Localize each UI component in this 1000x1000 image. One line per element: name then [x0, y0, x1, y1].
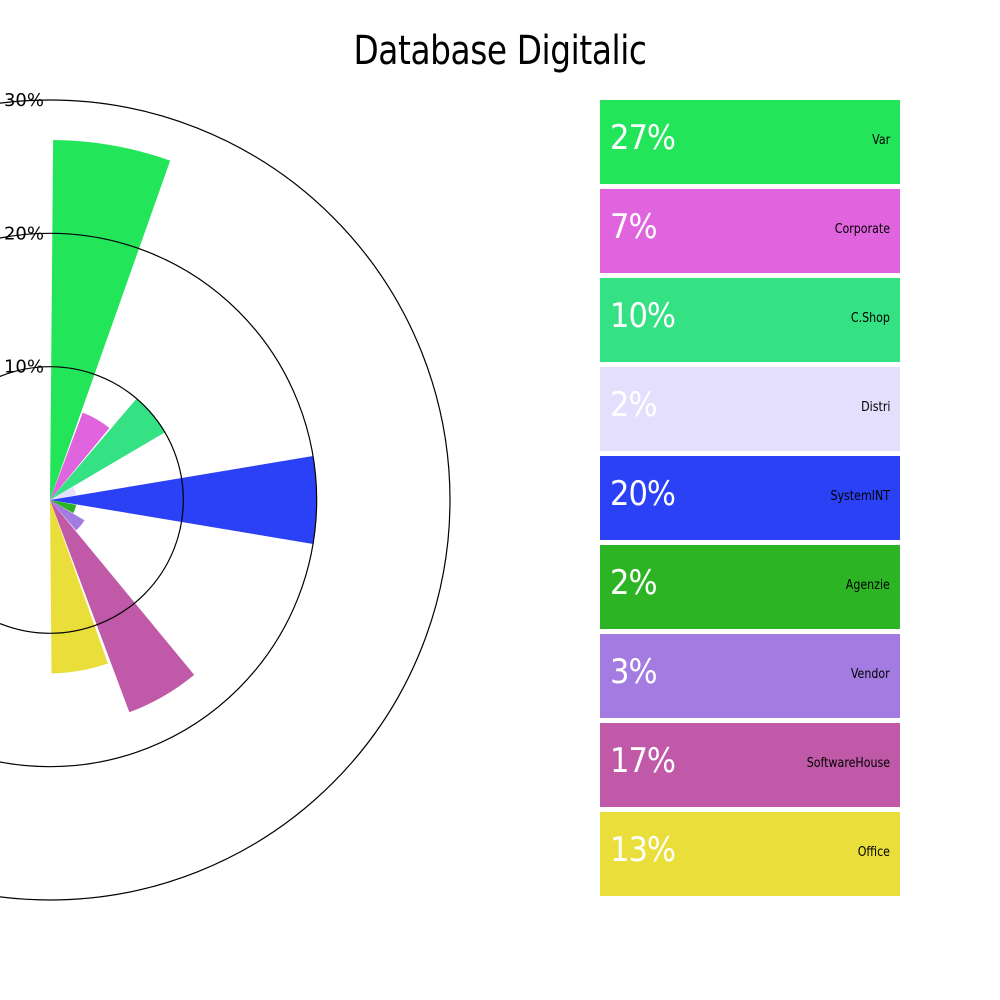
- legend-percentage: 2%: [610, 563, 658, 603]
- slice-distri: [50, 486, 77, 500]
- radial-tick-label: 30%: [4, 90, 44, 111]
- radial-tick-label: 20%: [4, 223, 44, 244]
- radial-tick-labels: 10% 20% 30%: [4, 90, 44, 378]
- legend-percentage: 2%: [610, 385, 658, 425]
- legend-item-vendor: 3% Vendor: [600, 634, 900, 718]
- legend-item-softwarehouse: 17% SoftwareHouse: [600, 723, 900, 807]
- legend-label: Var: [871, 133, 890, 148]
- grid-circle-30: [0, 99, 451, 901]
- legend-label: Vendor: [851, 667, 890, 682]
- grid-circle-20: [0, 232, 318, 768]
- legend-percentage: 27%: [610, 118, 676, 158]
- legend-percentage: 20%: [610, 474, 676, 514]
- legend-item-distri: 2% Distri: [600, 367, 900, 451]
- legend-label: Distri: [860, 400, 890, 415]
- slice-office: [50, 500, 108, 674]
- legend-percentage: 7%: [610, 207, 658, 247]
- legend-item-corporate: 7% Corporate: [600, 189, 900, 273]
- legend-label: SystemINT: [830, 489, 890, 504]
- legend-item-office: 13% Office: [600, 812, 900, 896]
- legend-percentage: 17%: [610, 741, 676, 781]
- slice-vendor: [50, 500, 85, 531]
- legend-label: Corporate: [834, 222, 890, 237]
- radial-tick-label: 10%: [4, 357, 44, 378]
- slice-c-shop: [50, 398, 165, 500]
- slice-softwarehouse: [50, 500, 195, 713]
- legend-percentage: 13%: [610, 830, 676, 870]
- legend-label: Office: [857, 845, 890, 860]
- chart-title: Database Digitalic: [353, 28, 647, 74]
- legend-label: Agenzie: [845, 578, 890, 593]
- legend: 27% Var 7% Corporate 10% C.Shop 2% Distri 20% Sys…: [600, 100, 900, 901]
- legend-item-systemint: 20% SystemINT: [600, 456, 900, 540]
- slice-agenzie: [50, 500, 77, 514]
- grid-circle-10: [0, 366, 184, 634]
- radial-grid: [0, 99, 451, 901]
- legend-label: C.Shop: [850, 311, 890, 326]
- polar-area-chart: 10% 20% 30%: [0, 90, 451, 901]
- legend-item-var: 27% Var: [600, 100, 900, 184]
- legend-label: SoftwareHouse: [806, 756, 890, 771]
- slice-var: [50, 140, 171, 500]
- chart-slices: [50, 140, 317, 713]
- slice-corporate: [50, 412, 110, 500]
- legend-percentage: 10%: [610, 296, 676, 336]
- legend-item-agenzie: 2% Agenzie: [600, 545, 900, 629]
- legend-percentage: 3%: [610, 652, 658, 692]
- legend-item-c-shop: 10% C.Shop: [600, 278, 900, 362]
